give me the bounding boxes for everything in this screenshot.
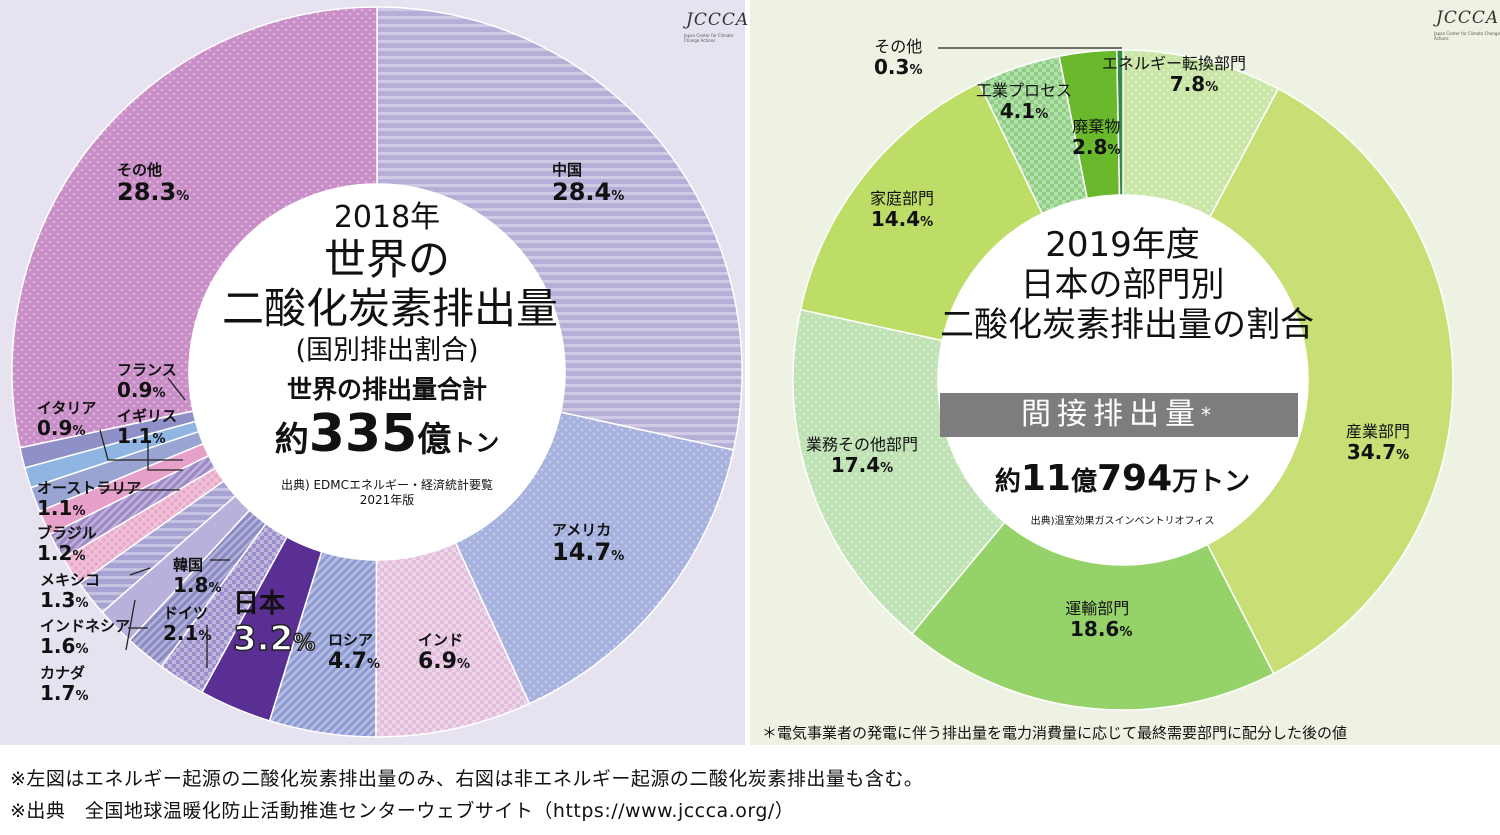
world-total-prefix: 約 (274, 420, 309, 460)
world-chart-title-line1: 世界の (323, 235, 450, 284)
world-leader-line-0 (167, 377, 186, 401)
world-source: 出典) EDMCエネルギー・経済統計要覧 (280, 478, 494, 492)
label-russia: ロシア 4.7% (328, 631, 381, 675)
jccca-logo-right: JCCCA (1436, 8, 1500, 28)
world-total-unit-oku: 億 (417, 420, 452, 460)
japan-chart-title-line1: 2019年度 (1045, 225, 1200, 265)
japan-sector-donut-chart (792, 47, 1454, 711)
label-transport: 運輸部門 18.6% (1065, 599, 1133, 642)
world-leader-line-4 (129, 567, 151, 576)
label-uk: イギリス 1.1% (117, 407, 178, 449)
label-mexico: メキシコ 1.3% (40, 571, 101, 613)
label-korea: 韓国 1.8% (173, 556, 222, 598)
world-source-edition: 2021年版 (359, 493, 415, 507)
label-world-other: その他 28.3% (117, 161, 190, 207)
world-donut-hole (189, 184, 565, 560)
world-total-unit-ton: トン (451, 429, 500, 457)
world-emissions-panel: JCCCA Japan Center for Climate Change Ac… (0, 0, 748, 745)
japan-donut-hole (938, 195, 1308, 565)
japan-chart-center: 2019年度 日本の部門別 二酸化炭素排出量の割合 (940, 225, 1314, 345)
label-australia: オーストラリア 1.1% (37, 479, 142, 521)
world-total-number: 335 (308, 404, 418, 464)
world-chart-title-year: 2018年 (333, 200, 441, 235)
label-canada: カナダ 1.7% (40, 664, 89, 706)
indirect-emissions-band: 間接排出量* (940, 393, 1298, 437)
label-household: 家庭部門 14.4% (870, 189, 935, 232)
world-leader-line-8 (125, 599, 136, 651)
label-indonesia: インドネシア 1.6% (40, 617, 131, 659)
japan-footnote: ＊電気事業者の発電に伴う排出量を電力消費量に応じて最終需要部門に配分した後の値 (762, 724, 1348, 742)
label-energy-conversion: エネルギー転換部門 7.8% (1102, 54, 1247, 97)
label-brazil: ブラジル 1.2% (37, 524, 97, 566)
label-usa: アメリカ 14.7% (552, 521, 625, 567)
label-china: 中国 28.4% (552, 161, 625, 207)
label-germany: ドイツ 2.1% (163, 604, 212, 646)
world-chart-center: 2018年 世界の 二酸化炭素排出量 (国別排出割合) 世界の排出量合計 約33… (222, 200, 559, 508)
jccca-logo-subtitle-right: Japan Center for Climate Change Actions (1434, 31, 1500, 41)
world-emissions-donut-chart (11, 6, 743, 738)
footer-note-2: ※出典 全国地球温暖化防止活動推進センターウェブサイト（https://www.… (10, 800, 795, 822)
japan-chart-title-line2: 日本の部門別 (1020, 265, 1225, 305)
label-italy: イタリア 0.9% (37, 399, 97, 441)
japan-source: 出典)温室効果ガスインベントリオフィス (1030, 516, 1215, 527)
world-chart-subtitle: (国別排出割合) (295, 335, 479, 366)
japan-sector-panel: JCCCA Japan Center for Climate Change Ac… (750, 0, 1500, 745)
label-india: インド 6.9% (418, 631, 471, 675)
world-total-label: 世界の排出量合計 (286, 375, 487, 404)
label-france: フランス 0.9% (117, 361, 177, 403)
footer-note-1: ※左図はエネルギー起源の二酸化炭素排出量のみ、右図は非エネルギー起源の二酸化炭素… (10, 768, 924, 790)
japan-chart-title-line3: 二酸化炭素排出量の割合 (940, 305, 1314, 345)
label-business: 業務その他部門 17.4% (806, 435, 919, 478)
japan-total-value: 約11億794万トン (994, 458, 1251, 499)
world-leader-line-2 (147, 440, 183, 471)
label-japan-other: その他 0.3% (874, 37, 923, 80)
world-leader-line-1 (99, 429, 183, 461)
label-industrial-process: 工業プロセス 4.1% (976, 81, 1073, 124)
jccca-logo: JCCCA (686, 10, 750, 30)
label-waste: 廃棄物 2.8% (1072, 117, 1121, 160)
jccca-logo-subtitle: Japan Center for Climate Change Actions (684, 33, 734, 43)
label-industry: 産業部門 34.7% (1346, 422, 1411, 465)
label-japan: 日本 3.2% (232, 589, 316, 659)
world-chart-title-line2: 二酸化炭素排出量 (222, 284, 559, 333)
world-total-value: 約335億トン (222, 408, 552, 472)
